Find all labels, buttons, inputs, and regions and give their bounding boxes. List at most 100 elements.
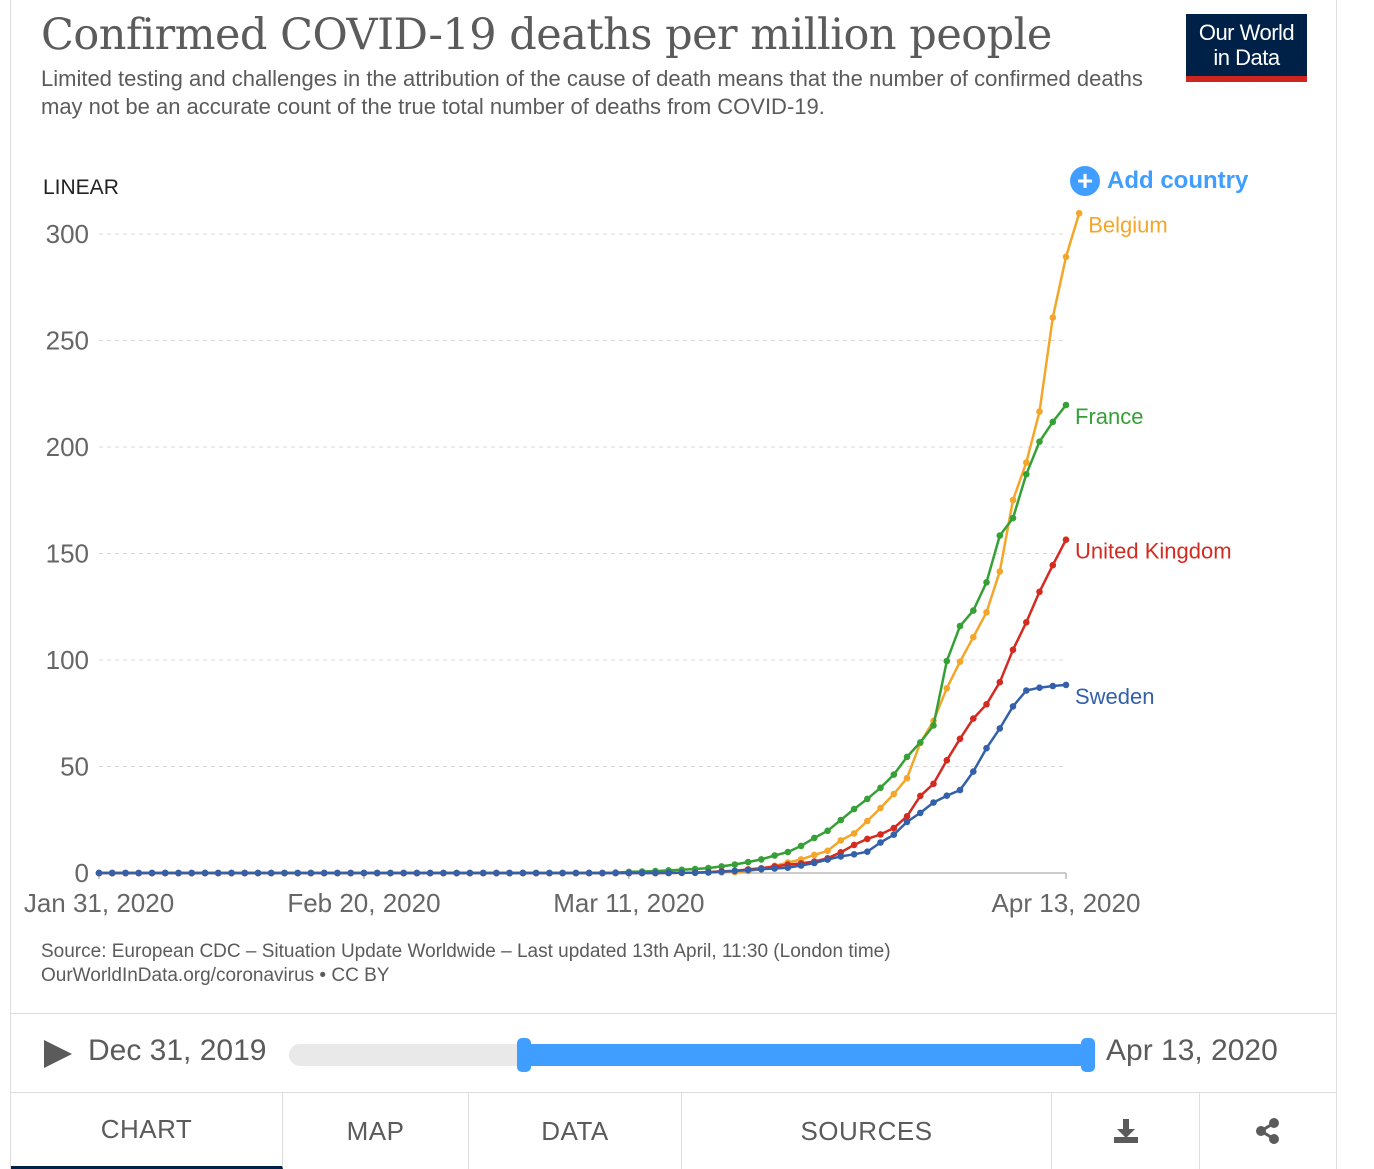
series-label-france: France <box>1075 404 1143 429</box>
data-point <box>784 848 792 856</box>
timeline-start-label: Dec 31, 2019 <box>88 1034 267 1067</box>
share-button[interactable] <box>1200 1093 1336 1169</box>
data-point <box>744 866 752 874</box>
data-point <box>360 869 368 877</box>
data-point <box>930 780 937 788</box>
timeline-end-handle[interactable] <box>1081 1038 1095 1072</box>
tab-data[interactable]: DATA <box>469 1093 682 1169</box>
data-point <box>811 834 818 842</box>
data-point <box>1023 619 1030 626</box>
data-point <box>161 869 169 877</box>
data-point <box>917 792 924 800</box>
data-point <box>731 867 739 875</box>
data-point <box>228 869 235 877</box>
data-point <box>956 622 964 630</box>
plus-icon: + <box>1070 166 1100 196</box>
download-button[interactable] <box>1052 1093 1200 1169</box>
tab-bar: CHART MAP DATA SOURCES <box>11 1093 1336 1169</box>
data-point <box>811 851 818 859</box>
data-point <box>996 725 1004 732</box>
data-point <box>744 858 752 866</box>
data-point <box>678 869 686 877</box>
download-icon <box>1113 1119 1138 1143</box>
timeline-selected-range[interactable] <box>521 1044 1089 1066</box>
data-point <box>506 869 513 877</box>
data-point <box>996 678 1004 686</box>
data-point <box>108 869 116 877</box>
data-point <box>877 804 884 812</box>
data-point <box>850 851 858 858</box>
data-point <box>373 869 381 877</box>
data-point <box>983 701 990 708</box>
data-point <box>691 869 699 877</box>
owid-logo[interactable]: Our World in Data <box>1186 14 1307 82</box>
data-point <box>440 869 447 877</box>
data-point <box>387 869 394 877</box>
data-point <box>400 869 408 877</box>
data-point <box>307 869 315 877</box>
x-tick-label: Mar 11, 2020 <box>553 888 704 918</box>
data-point <box>877 784 884 792</box>
data-point <box>214 869 222 877</box>
data-point <box>559 869 566 877</box>
source-line-2[interactable]: OurWorldInData.org/coronavirus • CC BY <box>41 965 390 986</box>
data-point <box>970 633 977 641</box>
series-line-sweden <box>99 683 1067 875</box>
data-point <box>612 869 619 877</box>
logo-line-1: Our World <box>1198 20 1295 45</box>
data-point <box>1023 459 1030 466</box>
source-note: Source: European CDC – Situation Update … <box>41 940 891 988</box>
source-line-1: Source: European CDC – Situation Update … <box>41 941 891 962</box>
data-point <box>983 609 990 616</box>
data-point <box>864 848 871 855</box>
data-point <box>824 847 831 855</box>
data-point <box>943 792 951 799</box>
data-point <box>281 869 288 877</box>
data-point <box>599 869 606 877</box>
data-point <box>1036 588 1043 596</box>
data-point <box>1036 438 1043 446</box>
data-point <box>718 868 725 875</box>
data-point <box>532 869 540 877</box>
tab-sources[interactable]: SOURCES <box>682 1093 1052 1169</box>
data-point <box>917 809 924 817</box>
data-point <box>1062 681 1070 689</box>
chart-subtitle: Limited testing and challenges in the at… <box>41 66 1143 119</box>
data-point <box>1009 703 1017 710</box>
data-point <box>850 830 858 837</box>
data-point <box>996 568 1004 575</box>
data-point <box>850 805 858 813</box>
data-point <box>1049 682 1057 690</box>
data-point <box>1049 561 1057 569</box>
data-point <box>466 869 474 877</box>
tab-chart[interactable]: CHART <box>11 1093 283 1169</box>
data-point <box>294 869 302 877</box>
data-point <box>943 685 951 692</box>
add-country-button[interactable]: + Add country <box>1070 166 1248 196</box>
data-point <box>334 869 341 877</box>
data-point <box>758 865 765 873</box>
scale-toggle[interactable]: LINEAR <box>43 176 119 199</box>
data-point <box>1023 471 1030 478</box>
data-point <box>837 837 845 844</box>
series-label-belgium: Belgium <box>1088 212 1167 237</box>
chart-frame <box>10 0 1337 1169</box>
data-point <box>771 852 778 859</box>
data-point <box>1009 496 1017 504</box>
y-tick-label: 100 <box>46 645 89 675</box>
data-point <box>956 735 964 743</box>
data-point <box>983 579 990 586</box>
data-point <box>811 859 818 867</box>
tab-map[interactable]: MAP <box>283 1093 469 1169</box>
data-point <box>797 842 805 850</box>
play-icon[interactable] <box>44 1040 72 1068</box>
data-point <box>824 827 831 835</box>
data-point <box>890 771 898 778</box>
data-point <box>1062 536 1070 543</box>
timeline-start-handle[interactable] <box>517 1038 531 1072</box>
data-point <box>903 813 911 820</box>
data-point <box>890 831 898 838</box>
data-point <box>758 856 765 863</box>
data-point <box>1036 684 1043 691</box>
data-point <box>718 863 725 870</box>
